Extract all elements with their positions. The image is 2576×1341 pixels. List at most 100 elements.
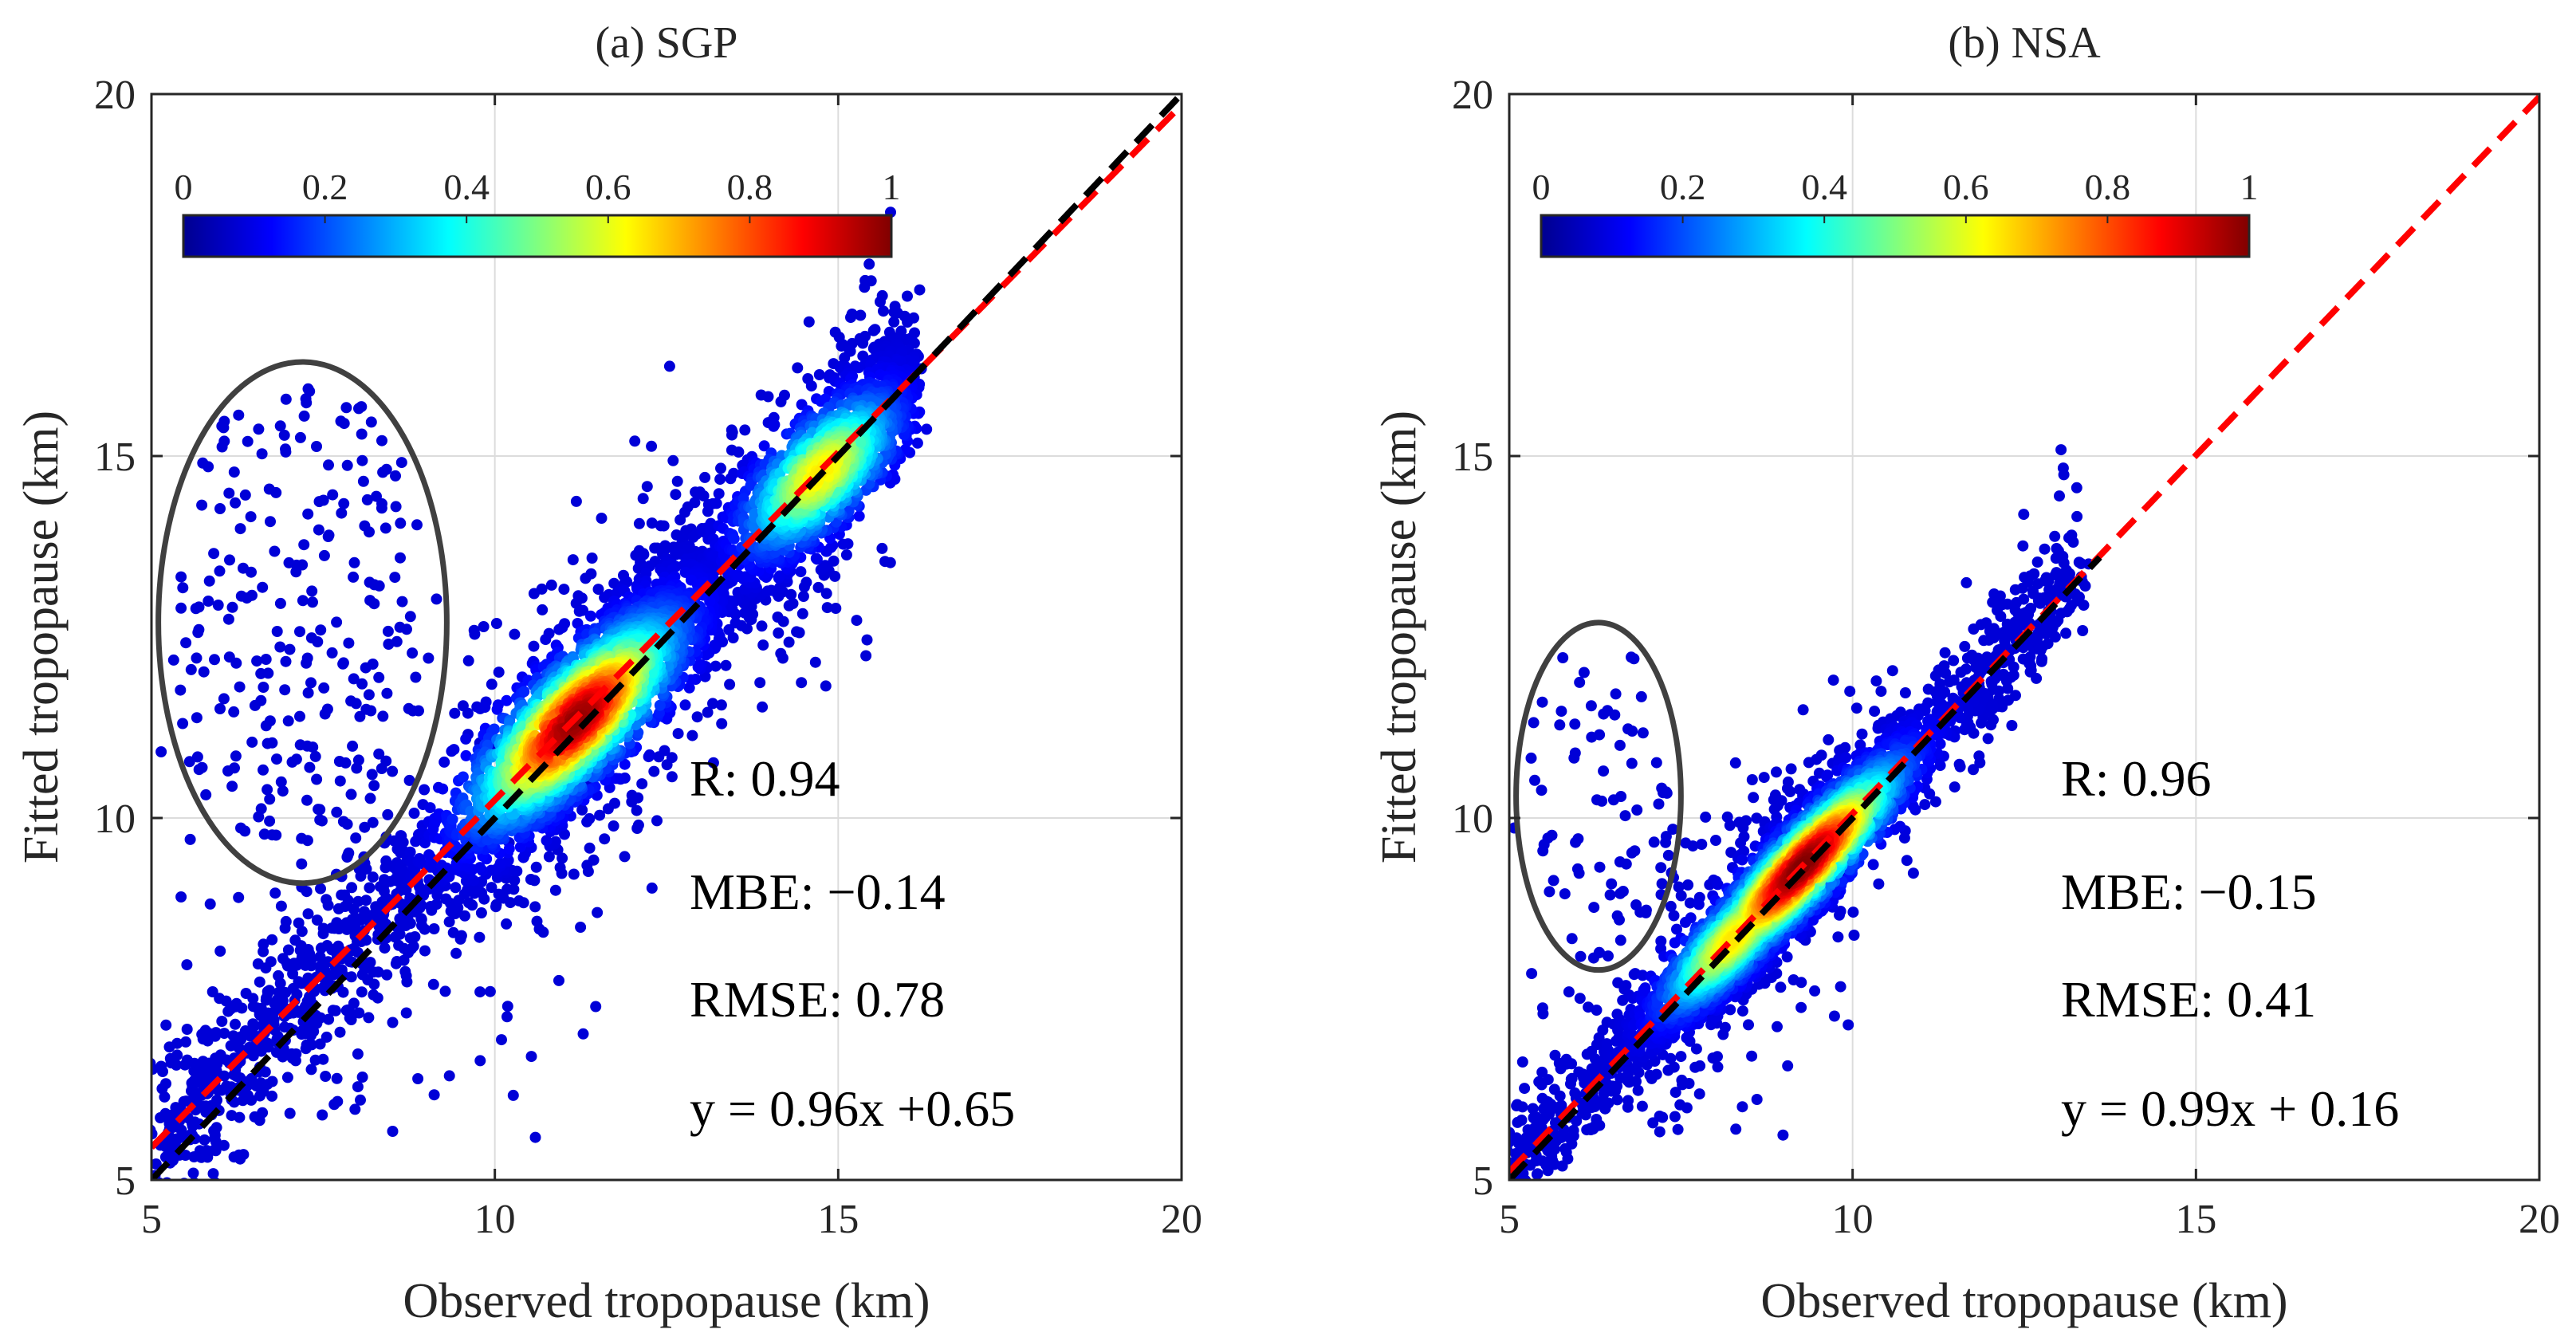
x-axis-label: Observed tropopause (km) [403,1274,930,1328]
scatter-point [360,895,372,906]
scatter-point [160,1019,172,1031]
scatter-point [667,454,679,466]
scatter-point [260,654,272,665]
scatter-point [390,501,402,513]
scatter-point [266,737,278,749]
scatter-point [443,1070,455,1082]
scatter-point [390,470,401,482]
scatter-point [354,710,366,722]
scatter-point [536,583,548,595]
scatter-point [363,1012,375,1024]
scatter-point [360,662,372,674]
scatter-point [284,643,296,655]
scatter-point [636,778,648,790]
scatter-point [196,499,208,511]
scatter-point [423,652,435,664]
scatter-point [853,362,865,374]
scatter-point [271,753,282,765]
scatter-point [317,1053,329,1065]
scatter-point [151,1099,152,1103]
scatter-point [351,762,363,774]
scatter-point [268,1014,280,1026]
scatter-point [349,1103,361,1115]
scatter-point [768,420,780,432]
scatter-point [723,623,735,635]
scatter-point [654,699,666,711]
scatter-point [282,944,294,956]
scatter-point [403,774,415,786]
scatter-point [271,626,283,637]
scatter-point [171,1059,183,1071]
scatter-point [754,677,766,689]
scatter-point [439,985,451,997]
scatter-point [367,816,379,828]
scatter-point [284,1107,296,1119]
scatter-point [171,1037,183,1049]
scatter-point [1557,652,1569,663]
scatter-point [192,627,204,639]
scatter-point [359,821,371,833]
scatter-point [663,360,675,372]
scatter-point [266,1076,278,1087]
scatter-point [820,560,831,572]
scatter-point [314,804,326,816]
scatter-point [226,781,238,792]
scatter-point [459,910,470,922]
scatter-point [208,548,220,560]
scatter-point [352,1081,364,1093]
scatter-point [365,416,377,428]
scatter-point [266,1090,278,1102]
scatter-point [739,424,751,436]
scatter-point [296,832,308,844]
stat-equation: y = 0.96x +0.65 [690,1080,1015,1137]
scatter-point [631,804,643,816]
scatter-point [187,1167,199,1179]
scatter-point [686,729,698,741]
scatter-point [348,997,360,1009]
scatter-point [376,763,387,774]
stat-rmse: RMSE: 0.78 [690,971,945,1028]
scatter-point [448,744,460,756]
scatter-point [879,556,891,568]
scatter-point [575,922,587,933]
scatter-point [184,833,196,845]
scatter-point [331,806,343,818]
scatter-point [274,977,286,989]
scatter-point [400,1007,412,1019]
scatter-point [230,1018,241,1030]
scatter-point [529,901,541,913]
scatter-point [200,788,212,800]
scatter-point [328,1099,340,1111]
scatter-point [739,607,751,619]
scatter-point [348,571,360,583]
scatter-point [379,942,391,954]
scatter-point [629,435,641,447]
scatter-point [246,736,258,748]
scatter-point [707,698,718,710]
scatter-point [1631,804,1643,816]
scatter-point [242,1090,254,1101]
scatter-point [503,843,515,855]
scatter-point [556,852,568,864]
scatter-point [380,463,392,475]
scatter-point [393,939,405,951]
scatter-point [580,572,592,584]
scatter-point [715,699,727,711]
scatter-point [867,324,879,336]
scatter-point [305,632,317,644]
y-axis-label: Fitted tropopause (km) [14,411,69,863]
scatter-point [710,660,722,672]
scatter-point [264,985,275,997]
scatter-point [323,459,334,471]
scatter-point [845,312,856,324]
scatter-point [545,579,557,591]
scatter-point [302,383,314,395]
scatter-point [643,749,655,761]
scatter-point [301,886,313,898]
scatter-point [184,1186,195,1197]
scatter-point [253,811,265,823]
scatter-point [513,895,525,906]
scatter-point [274,641,286,653]
scatter-point [812,581,824,593]
scatter-point [554,862,566,874]
